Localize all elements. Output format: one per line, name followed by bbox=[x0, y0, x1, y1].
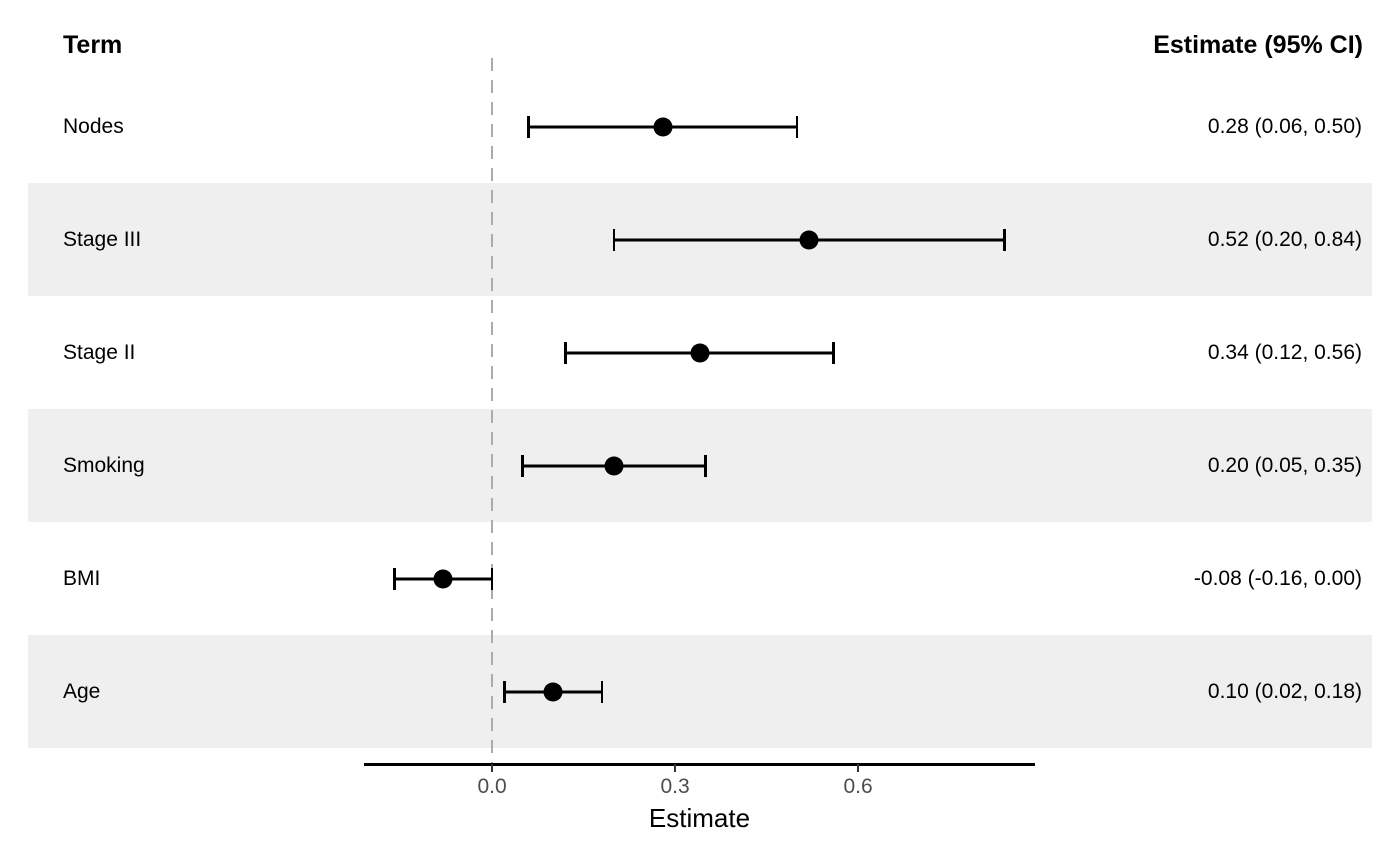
point-estimate-dot bbox=[799, 230, 819, 249]
estimate-ci-label: 0.28 (0.06, 0.50) bbox=[1207, 114, 1362, 138]
forest-row: Age 0.10 (0.02, 0.18) bbox=[28, 635, 1372, 748]
estimate-ci-label: 0.52 (0.20, 0.84) bbox=[1207, 227, 1362, 251]
ci-cap-left bbox=[527, 115, 530, 138]
x-axis-title: Estimate bbox=[648, 803, 751, 833]
point-estimate-dot bbox=[433, 569, 453, 588]
ci-cap-left bbox=[503, 680, 506, 703]
x-axis-tick bbox=[856, 764, 860, 772]
x-axis-tick-label: 0.0 bbox=[477, 775, 507, 798]
forest-row: Smoking 0.20 (0.05, 0.35) bbox=[28, 409, 1372, 522]
reference-line-zero bbox=[491, 58, 494, 763]
column-header-term: Term bbox=[63, 31, 123, 59]
forest-row: BMI -0.08 (-0.16, 0.00) bbox=[28, 522, 1372, 635]
point-estimate-dot bbox=[543, 682, 563, 701]
ci-cap-right bbox=[600, 680, 604, 703]
x-axis-tick-label: 0.3 bbox=[660, 775, 690, 798]
ci-cap-right bbox=[704, 454, 707, 477]
x-axis-tick bbox=[673, 764, 677, 772]
term-label: Nodes bbox=[63, 114, 124, 138]
estimate-ci-label: 0.10 (0.02, 0.18) bbox=[1207, 679, 1362, 703]
term-label: Stage II bbox=[63, 340, 136, 364]
point-estimate-dot bbox=[690, 343, 709, 362]
term-label: Age bbox=[63, 679, 101, 703]
x-axis-tick-label: 0.6 bbox=[843, 775, 873, 798]
forest-row: Stage III 0.52 (0.20, 0.84) bbox=[28, 183, 1372, 296]
estimate-ci-label: 0.20 (0.05, 0.35) bbox=[1207, 453, 1362, 477]
ci-cap-left bbox=[612, 228, 616, 251]
term-label: Stage III bbox=[63, 227, 142, 251]
point-estimate-dot bbox=[653, 117, 673, 136]
x-axis-tick bbox=[490, 764, 494, 772]
ci-cap-right bbox=[490, 567, 494, 590]
ci-cap-left bbox=[393, 567, 396, 590]
term-label: Smoking bbox=[63, 453, 145, 477]
column-header-estimate: Estimate (95% CI) bbox=[1153, 31, 1363, 59]
estimate-ci-label: 0.34 (0.12, 0.56) bbox=[1207, 340, 1362, 364]
estimate-ci-label: -0.08 (-0.16, 0.00) bbox=[1193, 566, 1362, 590]
forest-row: Nodes 0.28 (0.06, 0.50) bbox=[28, 70, 1372, 183]
ci-cap-left bbox=[564, 341, 567, 364]
forest-row: Stage II 0.34 (0.12, 0.56) bbox=[28, 296, 1372, 409]
point-estimate-dot bbox=[604, 456, 624, 475]
term-label: BMI bbox=[63, 566, 101, 590]
ci-cap-right bbox=[832, 341, 835, 364]
ci-cap-right bbox=[795, 115, 799, 138]
ci-cap-right bbox=[1003, 228, 1006, 251]
ci-cap-left bbox=[521, 454, 524, 477]
x-axis-line bbox=[364, 763, 1035, 766]
